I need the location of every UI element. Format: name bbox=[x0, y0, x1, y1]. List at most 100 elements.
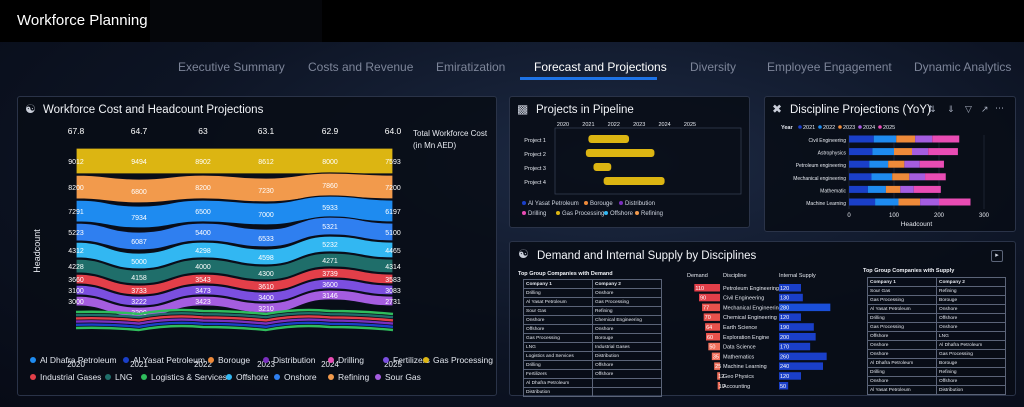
table-row[interactable]: Onshore Al Dhafra Petroleum bbox=[867, 340, 1006, 350]
bar-segment-2022[interactable] bbox=[873, 135, 897, 143]
expand-icon[interactable]: ↗ bbox=[981, 104, 989, 114]
demand-bar[interactable] bbox=[714, 362, 720, 370]
next-page-button[interactable]: ▸ bbox=[991, 250, 1003, 262]
bar-segment-2024[interactable] bbox=[904, 160, 920, 168]
table-row[interactable]: Al Yasat Petroleum Distribution bbox=[867, 385, 1006, 395]
bar-segment-2023[interactable] bbox=[888, 160, 905, 168]
table-row[interactable]: LNG Industrial Gases bbox=[523, 342, 662, 352]
table-row[interactable]: Al Yasat Petroleum Gas Processing bbox=[523, 297, 662, 307]
demand-bar[interactable] bbox=[705, 323, 720, 331]
supply-bar[interactable] bbox=[779, 293, 803, 302]
pipeline-legend-item-refining[interactable]: Refining bbox=[635, 211, 663, 217]
bar-segment-2024[interactable] bbox=[915, 135, 933, 143]
legend-item-lng[interactable]: LNG bbox=[105, 372, 132, 382]
year-legend-text[interactable]: 2022 bbox=[823, 125, 835, 131]
supply-bar[interactable] bbox=[779, 333, 816, 341]
pipeline-legend-item-al-yasat-petroleum[interactable]: Al Yasat Petroleum bbox=[522, 201, 579, 207]
demand-bar[interactable] bbox=[711, 352, 720, 361]
demand-bar[interactable] bbox=[703, 313, 720, 321]
table-row[interactable]: Al Dhafra Petroleum Borouge bbox=[867, 358, 1006, 368]
legend-item-sour-gas[interactable]: Sour Gas bbox=[375, 372, 421, 382]
bar-segment-2024[interactable] bbox=[909, 173, 926, 181]
table-row[interactable]: Sour Gas Refining bbox=[867, 286, 1006, 296]
legend-item-borouge[interactable]: Borouge bbox=[208, 355, 250, 365]
legend-item-onshore[interactable]: Onshore bbox=[274, 372, 317, 382]
supply-bar[interactable] bbox=[779, 382, 789, 390]
table-row[interactable]: Onshore Offshore bbox=[867, 376, 1006, 386]
project-bar-project-3[interactable] bbox=[593, 163, 612, 171]
table-row[interactable]: Logistics and Services Distribution bbox=[523, 351, 662, 361]
legend-item-refining[interactable]: Refining bbox=[328, 372, 369, 382]
table-row[interactable]: Sour Gas Refining bbox=[523, 306, 662, 316]
tab-emiratization[interactable]: Emiratization bbox=[436, 60, 506, 74]
project-bar-project-1[interactable] bbox=[588, 135, 630, 143]
bar-segment-2021[interactable] bbox=[849, 185, 868, 193]
table-row[interactable]: Drilling Refining bbox=[867, 367, 1006, 377]
pipeline-legend-item-offshore[interactable]: Offshore bbox=[604, 211, 633, 217]
table-row[interactable]: Fertilizers Offshore bbox=[523, 369, 662, 379]
bar-segment-2021[interactable] bbox=[849, 135, 874, 143]
bar-segment-2022[interactable] bbox=[869, 160, 889, 168]
legend-item-al-yasat-petroleum[interactable]: Al Yasat Petroleum bbox=[123, 355, 205, 365]
supply-bar[interactable] bbox=[779, 342, 811, 351]
supply-bar[interactable] bbox=[779, 323, 814, 331]
supply-bar[interactable] bbox=[779, 284, 801, 292]
year-legend-text[interactable]: 2023 bbox=[843, 125, 855, 131]
pipeline-legend-item-distribution[interactable]: Distribution bbox=[619, 201, 655, 207]
bar-segment-2023[interactable] bbox=[885, 185, 901, 193]
bar-segment-2025[interactable] bbox=[928, 148, 958, 156]
bar-segment-2022[interactable] bbox=[875, 198, 899, 206]
bar-segment-2023[interactable] bbox=[892, 173, 910, 181]
table-row[interactable]: Offshore Onshore bbox=[523, 324, 662, 334]
legend-item-al-dhafra-petroleum[interactable]: Al Dhafra Petroleum bbox=[30, 355, 117, 365]
legend-item-offshore[interactable]: Offshore bbox=[226, 372, 268, 382]
bar-segment-2025[interactable] bbox=[932, 135, 960, 143]
table-row[interactable]: Drilling Onshore bbox=[523, 288, 662, 298]
table-row[interactable]: Distribution bbox=[523, 387, 662, 397]
project-bar-project-2[interactable] bbox=[585, 149, 655, 157]
bar-segment-2023[interactable] bbox=[898, 198, 921, 206]
demand-bar[interactable] bbox=[694, 284, 720, 292]
tab-costs-and-revenue[interactable]: Costs and Revenue bbox=[308, 60, 414, 74]
legend-item-logistics-services[interactable]: Logistics & Services bbox=[141, 372, 227, 382]
supply-bar[interactable] bbox=[779, 303, 831, 312]
pipeline-legend-item-drilling[interactable]: Drilling bbox=[522, 211, 546, 217]
more-options-icon[interactable]: ⋯ bbox=[995, 103, 1004, 113]
bar-segment-2025[interactable] bbox=[939, 198, 971, 206]
project-bar-project-4[interactable] bbox=[603, 177, 665, 185]
legend-item-drilling[interactable]: Drilling bbox=[328, 355, 364, 365]
demand-bar[interactable] bbox=[717, 382, 720, 390]
pipeline-legend-item-gas-processing[interactable]: Gas Processing bbox=[556, 211, 604, 217]
demand-bar[interactable] bbox=[717, 372, 720, 380]
bar-segment-2022[interactable] bbox=[871, 173, 893, 181]
bar-segment-2021[interactable] bbox=[849, 160, 870, 168]
table-row[interactable]: Drilling Offshore bbox=[867, 313, 1006, 323]
demand-bar[interactable] bbox=[706, 333, 720, 341]
sort-up-icon[interactable]: ⇅ bbox=[928, 104, 936, 114]
table-row[interactable]: Offshore LNG bbox=[867, 331, 1006, 341]
year-legend-text[interactable]: 2025 bbox=[883, 125, 895, 131]
bar-segment-2024[interactable] bbox=[912, 148, 929, 156]
filter-icon[interactable]: ▽ bbox=[965, 104, 972, 114]
bar-segment-2021[interactable] bbox=[849, 198, 876, 206]
table-row[interactable]: Onshore Gas Processing bbox=[867, 349, 1006, 359]
table-row[interactable]: Onshore Chemical Engineering bbox=[523, 315, 662, 325]
table-row[interactable]: Al Yasat Petroleum Onshore bbox=[867, 304, 1006, 314]
legend-item-gas-processing[interactable]: Gas Processing bbox=[423, 355, 493, 365]
bar-segment-2025[interactable] bbox=[913, 185, 941, 193]
bar-segment-2025[interactable] bbox=[919, 160, 944, 168]
supply-bar[interactable] bbox=[779, 313, 801, 321]
bar-segment-2025[interactable] bbox=[925, 173, 946, 181]
table-row[interactable]: Gas Processing Borouge bbox=[867, 295, 1006, 305]
bar-segment-2021[interactable] bbox=[849, 173, 872, 181]
supply-bar[interactable] bbox=[779, 362, 823, 370]
tab-employee-engagement[interactable]: Employee Engagement bbox=[767, 60, 892, 74]
table-row[interactable]: Drilling Offshore bbox=[523, 360, 662, 370]
tab-diversity[interactable]: Diversity bbox=[690, 60, 737, 74]
table-row[interactable]: Al Dhafra Petroleum bbox=[523, 378, 662, 388]
bar-segment-2021[interactable] bbox=[849, 148, 873, 156]
bar-segment-2022[interactable] bbox=[872, 148, 894, 156]
tab-executive-summary[interactable]: Executive Summary bbox=[178, 60, 285, 74]
bar-segment-2024[interactable] bbox=[900, 185, 914, 193]
supply-bar[interactable] bbox=[779, 352, 827, 361]
